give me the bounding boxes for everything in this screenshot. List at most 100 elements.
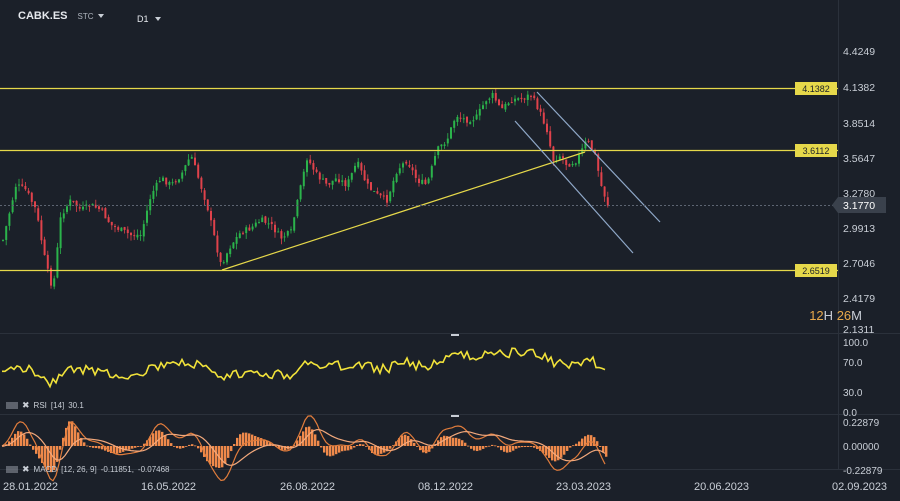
candle-body xyxy=(302,171,305,187)
macd-histogram-bar xyxy=(224,446,227,464)
macd-histogram-bar xyxy=(329,446,332,457)
macd-histogram-bar xyxy=(527,446,530,448)
macd-histogram-bar xyxy=(188,444,191,446)
macd-histogram-bar xyxy=(596,441,599,446)
macd-histogram-bar xyxy=(179,446,182,449)
macd-histogram-bar xyxy=(521,446,524,448)
candle-body xyxy=(354,165,356,172)
source-selector[interactable]: STC xyxy=(78,12,104,21)
close-icon[interactable]: ✖ xyxy=(22,400,30,410)
macd-histogram-bar xyxy=(461,440,464,446)
macd-histogram-bar xyxy=(104,446,107,451)
macd-histogram-bar xyxy=(542,446,545,454)
close-icon[interactable]: ✖ xyxy=(22,464,30,474)
macd-histogram-bar xyxy=(17,431,20,446)
macd-histogram-bar xyxy=(377,446,380,455)
timeframe-label: D1 xyxy=(137,14,149,24)
candle-body xyxy=(344,180,347,187)
macd-histogram-bar xyxy=(557,446,560,461)
candle-body xyxy=(194,157,196,166)
macd-histogram-bar xyxy=(422,446,425,453)
macd-tick: 0.22879 xyxy=(843,418,880,429)
time-axis[interactable]: 28.01.2022 16.05.2022 26.08.2022 08.12.2… xyxy=(3,481,887,493)
macd-histogram-bar xyxy=(515,446,518,449)
candle-body xyxy=(11,200,14,213)
macd-name: MACD xyxy=(33,465,58,474)
macd-histogram-bar xyxy=(206,446,209,462)
macd-histogram-bar xyxy=(494,445,497,447)
indicator-settings-icon[interactable] xyxy=(6,466,18,473)
macd-histogram-bar xyxy=(356,445,359,446)
macd-histogram-bar xyxy=(509,446,512,453)
candle-body xyxy=(501,104,504,109)
candle-body xyxy=(341,180,344,182)
candle-body xyxy=(443,144,446,146)
macd-histogram-bar xyxy=(569,446,572,448)
candle-body xyxy=(462,118,465,120)
macd-histogram-bar xyxy=(140,446,143,447)
candle-body xyxy=(229,248,232,255)
candle-body xyxy=(158,180,161,182)
macd-histogram-bar xyxy=(458,438,461,446)
pane-resize-handle[interactable] xyxy=(451,334,459,336)
candle-body xyxy=(216,235,219,253)
candle-body xyxy=(18,184,20,186)
macd-indicator-label[interactable]: ✖ MACD [12, 26, 9] -0.11851, -0.07468 xyxy=(6,464,170,475)
macd-histogram-bar xyxy=(335,446,338,455)
candle-body xyxy=(549,131,552,147)
candle-body xyxy=(280,231,283,239)
channel-upper-line[interactable] xyxy=(536,91,661,223)
candle-body xyxy=(203,190,206,200)
candle-body xyxy=(408,164,411,167)
macd-histogram-bar xyxy=(269,442,272,446)
macd-histogram-bar xyxy=(221,446,224,468)
candle-body xyxy=(440,144,443,147)
candle-body xyxy=(21,184,24,186)
candle-body xyxy=(142,224,145,237)
candle-body xyxy=(37,208,40,221)
candle-body xyxy=(30,192,33,202)
candle-body xyxy=(136,234,139,238)
rsi-indicator-label[interactable]: ✖ RSI [14] 30.1 xyxy=(6,400,84,411)
macd-histogram-bar xyxy=(443,435,446,446)
candle-body xyxy=(510,102,513,104)
macd-histogram-bar xyxy=(158,430,161,446)
candle-body xyxy=(190,156,193,159)
macd-histogram-bar xyxy=(236,437,239,446)
candle-body xyxy=(392,180,395,193)
macd-histogram-bar xyxy=(551,446,554,461)
symbol-name[interactable]: CABK.ES xyxy=(18,10,68,22)
candle-body xyxy=(453,120,456,128)
macd-histogram-bar xyxy=(110,446,113,454)
price-tick: 2.7046 xyxy=(843,258,875,270)
macd-histogram-bar xyxy=(323,446,326,453)
candle-body xyxy=(98,206,100,209)
macd-histogram-bar xyxy=(560,446,563,458)
pane-resize-handle[interactable] xyxy=(451,415,459,417)
candle-body xyxy=(357,161,360,168)
candle-body xyxy=(264,216,267,223)
rsi-tick: 100.0 xyxy=(843,338,868,349)
timeframe-selector[interactable]: D1 xyxy=(137,14,161,24)
macd-histogram-bar xyxy=(407,435,410,446)
macd-histogram-bar xyxy=(338,446,341,453)
candle-body xyxy=(299,185,302,200)
date-tick: 16.05.2022 xyxy=(141,481,196,493)
macd-histogram-bar xyxy=(29,444,32,446)
candle-body xyxy=(78,207,81,209)
price-axis[interactable]: 4.4249 4.1382 3.8514 3.5647 3.2780 2.991… xyxy=(843,46,875,336)
trendline[interactable] xyxy=(221,151,586,271)
indicator-settings-icon[interactable] xyxy=(6,402,18,409)
macd-histogram-bar xyxy=(332,446,335,456)
chart-header: CABK.ES STC xyxy=(18,10,104,22)
candle-body xyxy=(66,206,68,212)
macd-histogram-bar xyxy=(44,446,47,468)
candle-body xyxy=(222,262,225,264)
macd-histogram-bar xyxy=(446,436,449,446)
current-price-value: 3.1770 xyxy=(843,200,875,212)
macd-histogram-bar xyxy=(533,446,536,448)
date-tick: 23.03.2023 xyxy=(556,481,611,493)
macd-histogram-bar xyxy=(602,446,605,453)
channel-lower-line[interactable] xyxy=(514,120,634,254)
